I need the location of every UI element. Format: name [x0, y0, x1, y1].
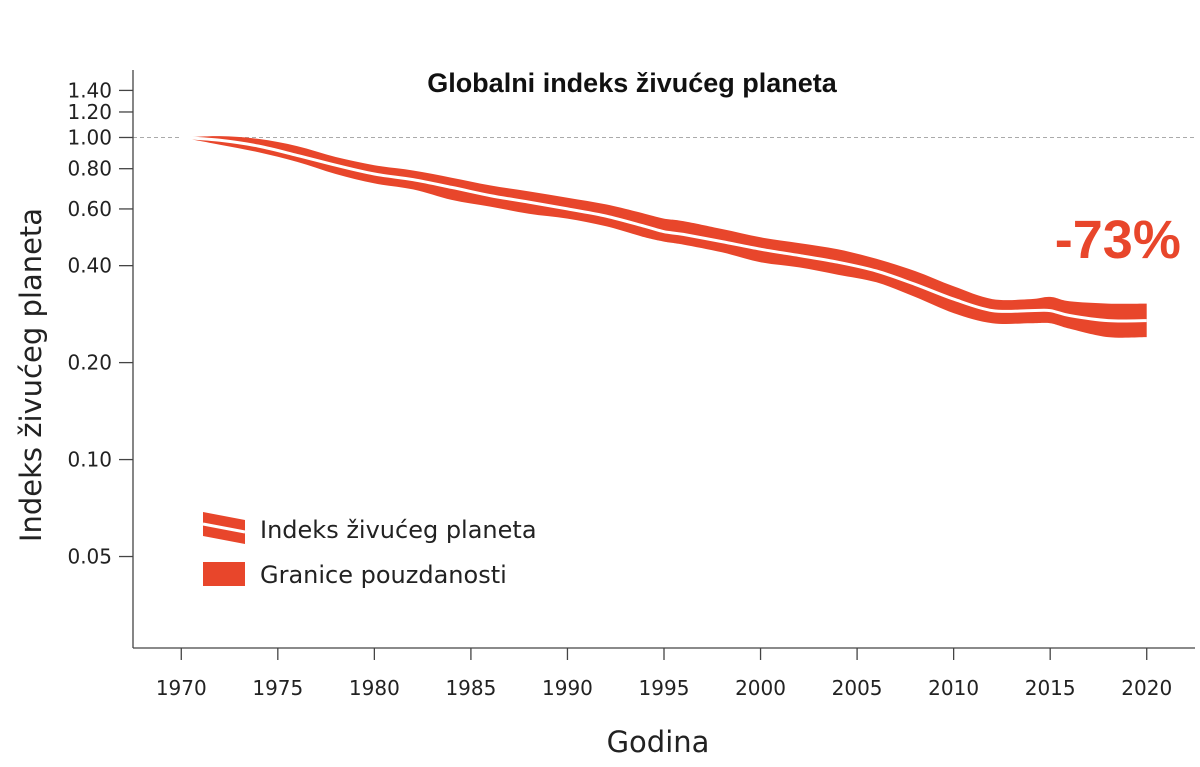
x-tick-label: 2015 — [1025, 676, 1076, 700]
x-tick-label: 2020 — [1121, 676, 1172, 700]
legend: Indeks živućeg planeta Granice pouzdanos… — [202, 512, 537, 589]
decline-annotation: -73% — [1055, 210, 1181, 270]
x-tick-label: 1995 — [639, 676, 690, 700]
y-tick-label: 0.80 — [67, 157, 112, 181]
y-axis-title: Indeks živućeg planeta — [14, 208, 48, 542]
legend-label-band: Granice pouzdanosti — [260, 561, 507, 589]
x-tick-label: 2000 — [735, 676, 786, 700]
y-tick-label: 1.40 — [67, 78, 112, 102]
x-tick-label: 1985 — [445, 676, 496, 700]
x-ticks-group: 1970 1975 1980 1985 1990 1995 2000 2005 2010 2015… — [156, 648, 1172, 700]
x-axis-title: Godina — [607, 725, 710, 759]
chart-title: Globalni indeks živućeg planeta — [427, 68, 838, 98]
legend-band-swatch — [203, 562, 245, 586]
x-tick-label: 1990 — [542, 676, 593, 700]
x-tick-label: 2010 — [928, 676, 979, 700]
index-line-group — [181, 136, 1147, 323]
confidence-band — [181, 136, 1147, 338]
y-tick-label: 0.05 — [67, 545, 112, 569]
y-tick-label: 1.00 — [67, 125, 112, 149]
y-tick-label: 0.40 — [67, 254, 112, 278]
x-tick-label: 1970 — [156, 676, 207, 700]
legend-label-index: Indeks živućeg planeta — [260, 516, 537, 544]
y-tick-label: 0.10 — [67, 448, 112, 472]
legend-item-band: Granice pouzdanosti — [203, 561, 507, 589]
y-ticks-group: 0.05 0.10 0.20 0.40 0.60 0.80 1.001.201.40 — [67, 78, 133, 569]
x-tick-label: 1975 — [252, 676, 303, 700]
legend-item-index: Indeks živućeg planeta — [202, 512, 537, 544]
legend-line-stroke — [202, 522, 246, 534]
confidence-band-group — [181, 136, 1147, 338]
y-tick-label: 1.20 — [67, 100, 112, 124]
x-tick-label: 2005 — [832, 676, 883, 700]
y-tick-label: 0.20 — [67, 351, 112, 375]
index-line — [181, 136, 1147, 323]
y-tick-label: 0.60 — [67, 197, 112, 221]
x-tick-label: 1980 — [349, 676, 400, 700]
